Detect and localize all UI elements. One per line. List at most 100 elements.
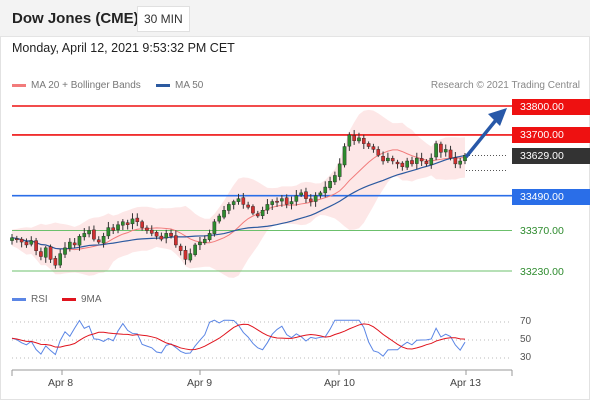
candle-body	[390, 158, 395, 162]
candle-body	[10, 237, 14, 241]
candle-body	[275, 200, 279, 203]
time-axis	[11, 369, 513, 376]
research-credit: Research © 2021 Trading Central	[430, 80, 580, 91]
candle-body	[371, 146, 376, 150]
candle-body	[19, 238, 24, 243]
candle-body	[77, 236, 82, 246]
candle-body	[82, 233, 87, 238]
level-tag-33700: 33700.00	[512, 127, 590, 143]
candle-body	[39, 251, 43, 257]
rsi-tick-30: 30	[520, 352, 532, 363]
candle-body	[231, 201, 236, 205]
candle-body	[405, 160, 409, 168]
level-tag-33370: 33370.00	[520, 225, 564, 237]
interval-selector[interactable]: 30 MIN	[137, 6, 190, 32]
candle-body	[202, 238, 207, 244]
legend-ma20: MA 20 + Bollinger Bands	[12, 80, 141, 91]
candle-body	[145, 227, 149, 231]
candle-body	[289, 201, 294, 205]
candle-body	[265, 204, 270, 211]
candle-body	[58, 253, 62, 266]
instrument-title: Dow Jones (CME)	[12, 10, 139, 27]
ma50-swatch	[156, 83, 170, 87]
candle-body	[174, 235, 178, 246]
candle-body	[227, 204, 231, 211]
ma20-line	[11, 149, 466, 251]
legend-9ma: 9MA	[62, 294, 102, 305]
candle-body	[458, 160, 462, 165]
rsi-tick-70: 70	[520, 316, 532, 327]
candle-body	[43, 247, 48, 258]
candle-body	[400, 162, 405, 167]
candle-body	[318, 192, 323, 196]
candle-body	[280, 198, 284, 202]
candle-body	[395, 161, 400, 165]
candle-body	[270, 201, 275, 205]
trend-arrow-head	[488, 108, 507, 126]
candle-body	[386, 157, 390, 162]
candle-body	[376, 149, 381, 156]
candle-body	[361, 138, 366, 144]
ma9-label: 9MA	[81, 294, 102, 305]
candle-body	[323, 186, 328, 194]
candle-body	[357, 137, 361, 142]
trend-arrow	[464, 108, 507, 159]
ma50-label: MA 50	[175, 80, 204, 91]
candle-body	[217, 215, 222, 222]
candle-body	[140, 221, 144, 228]
candle-body	[328, 181, 332, 189]
candle-body	[241, 197, 246, 205]
rsi-label: RSI	[31, 294, 48, 305]
candle-body	[294, 195, 299, 202]
candle-body	[352, 135, 356, 141]
candle-body	[347, 134, 352, 147]
header-bar: Dow Jones (CME) 30 MIN	[0, 0, 590, 37]
candle-body	[299, 192, 303, 196]
x-tick-apr9: Apr 9	[187, 377, 213, 389]
candle-body	[130, 218, 135, 225]
level-tag-33490: 33490.00	[512, 189, 590, 205]
legend-rsi: RSI	[12, 294, 48, 305]
candle-body	[164, 233, 169, 239]
candle-body	[24, 241, 29, 246]
candle-body	[453, 157, 458, 165]
ma9-swatch	[62, 297, 76, 301]
x-tick-apr8: Apr 8	[48, 377, 74, 389]
candle-body	[125, 222, 130, 225]
candle-body	[159, 235, 164, 240]
candle-body	[410, 160, 414, 165]
candle-body	[15, 238, 19, 241]
candle-body	[212, 221, 217, 234]
candle-body	[313, 195, 318, 202]
candle-body	[53, 258, 58, 266]
candle-body	[106, 227, 111, 237]
candle-body	[308, 198, 313, 202]
candle-body	[149, 229, 154, 234]
candle-body	[284, 197, 289, 205]
candle-body	[424, 161, 429, 165]
current-price-tag: 33629.00	[512, 148, 590, 164]
candle-body	[188, 253, 193, 261]
rsi-9ma-line	[11, 323, 466, 351]
candle-body	[251, 206, 255, 214]
candle-body	[178, 245, 183, 251]
candle-body	[260, 210, 265, 216]
candle-body	[448, 149, 453, 159]
candle-body	[342, 146, 347, 166]
candle-body	[246, 204, 250, 208]
candle-body	[183, 250, 188, 260]
ma50-line	[11, 154, 466, 250]
candle-body	[135, 217, 140, 222]
candle-body	[415, 157, 419, 164]
candle-body	[111, 227, 116, 231]
x-tick-apr13: Apr 13	[450, 377, 481, 389]
candle-body	[337, 163, 342, 177]
candle-body	[366, 143, 371, 147]
candle-body	[222, 210, 226, 218]
candle-body	[429, 157, 434, 165]
candle-body	[101, 236, 106, 244]
candle-body	[154, 232, 159, 237]
candle-body	[255, 213, 260, 217]
candle-body	[68, 241, 72, 249]
